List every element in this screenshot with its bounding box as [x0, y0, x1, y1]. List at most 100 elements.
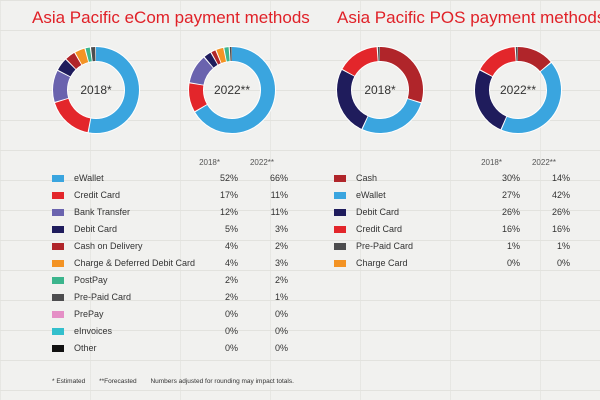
- value-2018: 4%: [224, 258, 238, 268]
- ecom-2022-donut: [188, 46, 276, 134]
- value-2022: 11%: [270, 190, 288, 200]
- value-2022: 1%: [556, 241, 570, 251]
- legend-swatch: [334, 225, 346, 233]
- pos-legend-row-ewallet: eWallet 27% 42%: [334, 187, 570, 203]
- legend-swatch: [52, 327, 64, 335]
- footnote-rounding: Numbers adjusted for rounding may impact…: [150, 378, 294, 385]
- pos-legend-row-debit-card: Debit Card 26% 26%: [334, 204, 570, 220]
- value-2022: 1%: [274, 292, 288, 302]
- legend-label: Charge & Deferred Debit Card: [74, 258, 196, 268]
- legend-label: Charge Card: [356, 258, 408, 268]
- value-2018: 12%: [219, 207, 238, 217]
- legend-label: Bank Transfer: [74, 207, 131, 217]
- legend-swatch: [52, 191, 64, 199]
- ecom-col-2018: 2018*: [199, 158, 220, 167]
- ecom-2018-donut: [52, 46, 140, 134]
- donut-slice-cash: [337, 47, 423, 133]
- legend-label: Debit Card: [356, 207, 400, 217]
- value-2018: 2%: [224, 275, 238, 285]
- pos-chart-title: Asia Pacific POS payment methods: [337, 8, 600, 27]
- footnote-forecasted: **Forecasted: [99, 378, 137, 385]
- ecom-legend-row-other: Other 0% 0%: [52, 340, 288, 356]
- ecom-legend-row-debit-card: Debit Card 5% 3%: [52, 221, 288, 237]
- legend-swatch: [52, 293, 64, 301]
- legend-label: Debit Card: [74, 224, 118, 234]
- ecom-chart-title: Asia Pacific eCom payment methods: [32, 8, 310, 27]
- donut-slice-bank-transfer: [53, 47, 139, 133]
- ecom-legend-row-prepay: PrePay 0% 0%: [52, 306, 288, 322]
- legend-swatch: [334, 174, 346, 182]
- ecom-legend-row-einvoices: eInvoices 0% 0%: [52, 323, 288, 339]
- legend-label: Credit Card: [356, 224, 403, 234]
- donut-slice-ewallet: [337, 47, 423, 133]
- value-2018: 0%: [224, 309, 238, 319]
- legend-swatch: [52, 174, 64, 182]
- legend-label: eWallet: [356, 190, 386, 200]
- pos-col-2018: 2018*: [481, 158, 502, 167]
- ecom-legend-row-credit-card: Credit Card 17% 11%: [52, 187, 288, 203]
- legend-swatch: [52, 344, 64, 352]
- value-2018: 27%: [501, 190, 520, 200]
- value-2018: 5%: [224, 224, 238, 234]
- value-2022: 2%: [274, 275, 288, 285]
- legend-label: PrePay: [74, 309, 104, 319]
- ecom-legend-row-cash-on-delivery: Cash on Delivery 4% 2%: [52, 238, 288, 254]
- legend-swatch: [334, 208, 346, 216]
- legend-label: Other: [74, 343, 97, 353]
- value-2022: 0%: [274, 343, 288, 353]
- donut-slice-credit-card: [189, 47, 275, 133]
- value-2022: 66%: [269, 173, 288, 183]
- donut-slice-cash: [475, 47, 561, 133]
- value-2018: 4%: [224, 241, 238, 251]
- ecom-2022-donut-label: 2022**: [213, 83, 251, 97]
- ecom-2018-donut-label: 2018*: [80, 83, 112, 97]
- legend-swatch: [52, 225, 64, 233]
- ecom-legend-row-ewallet: eWallet 52% 66%: [52, 170, 288, 186]
- value-2018: 2%: [224, 292, 238, 302]
- ecom-legend-row-postpay: PostPay 2% 2%: [52, 272, 288, 288]
- legend-label: Cash on Delivery: [74, 241, 143, 251]
- value-2018: 0%: [506, 258, 520, 268]
- value-2018: 52%: [219, 173, 238, 183]
- legend-swatch: [52, 208, 64, 216]
- value-2018: 1%: [506, 241, 520, 251]
- legend-swatch: [52, 276, 64, 284]
- legend-swatch: [52, 242, 64, 250]
- donut-slice-ewallet: [189, 47, 275, 133]
- footnotes: * Estimated **Forecasted Numbers adjuste…: [52, 378, 306, 385]
- ecom-col-2022: 2022**: [249, 158, 274, 167]
- pos-col-2022: 2022**: [531, 158, 556, 167]
- legend-label: Credit Card: [74, 190, 121, 200]
- ecom-legend-row-pre-paid-card: Pre-Paid Card 2% 1%: [52, 289, 288, 305]
- pos-legend-row-credit-card: Credit Card 16% 16%: [334, 221, 570, 237]
- donut-slice-debit-card: [337, 47, 423, 133]
- footnote-estimated: * Estimated: [52, 378, 86, 385]
- value-2022: 0%: [274, 326, 288, 336]
- pos-legend-row-cash: Cash 30% 14%: [334, 170, 570, 186]
- pos-2018-donut-label: 2018*: [364, 83, 396, 97]
- legend-label: Cash: [356, 173, 378, 183]
- legend-swatch: [334, 191, 346, 199]
- donut-slice-ewallet: [475, 47, 561, 133]
- value-2022: 42%: [551, 190, 570, 200]
- legend-label: Pre-Paid Card: [356, 241, 414, 251]
- legend-swatch: [52, 310, 64, 318]
- donut-slice-ewallet: [53, 47, 139, 133]
- value-2022: 26%: [551, 207, 570, 217]
- value-2022: 11%: [270, 207, 288, 217]
- pos-legend-row-charge-card: Charge Card 0% 0%: [334, 255, 570, 271]
- legend-label: Pre-Paid Card: [74, 292, 132, 302]
- ecom-legend-row-bank-transfer: Bank Transfer 12% 11%: [52, 204, 288, 220]
- pos-2018-donut: [336, 46, 424, 134]
- value-2018: 0%: [224, 326, 238, 336]
- value-2022: 14%: [551, 173, 570, 183]
- legend-swatch: [334, 259, 346, 267]
- legend-label: eWallet: [74, 173, 104, 183]
- legend-label: eInvoices: [74, 326, 113, 336]
- pos-legend-row-pre-paid-card: Pre-Paid Card 1% 1%: [334, 238, 570, 254]
- legend-label: PostPay: [74, 275, 108, 285]
- value-2022: 3%: [274, 258, 288, 268]
- legend-swatch: [334, 242, 346, 250]
- value-2022: 0%: [556, 258, 570, 268]
- value-2018: 26%: [501, 207, 520, 217]
